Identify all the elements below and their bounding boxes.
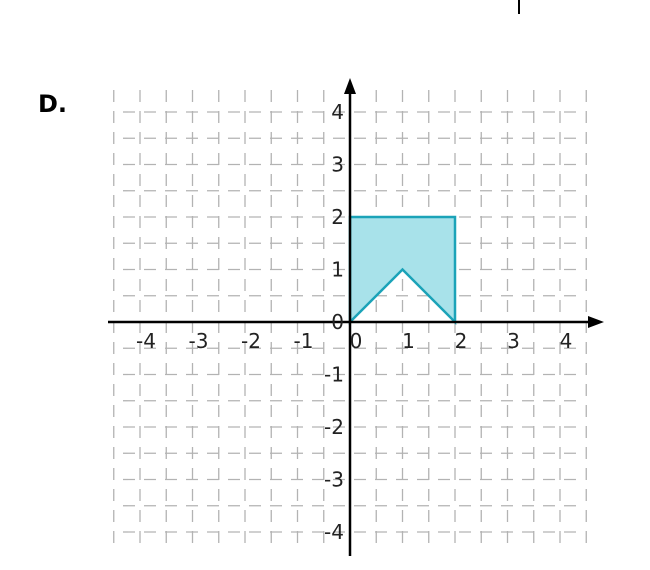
y-tick-label: -1 [324, 363, 344, 387]
y-tick-label: 1 [331, 258, 344, 282]
y-tick-label: -2 [324, 415, 344, 439]
option-label: D. [38, 90, 68, 118]
grid-lines [113, 90, 587, 548]
x-tick-label: -2 [241, 329, 261, 353]
x-tick-label: -3 [189, 329, 209, 353]
y-tick-label: 3 [331, 153, 344, 177]
x-tick-label: -1 [294, 329, 314, 353]
y-tick-label: 4 [331, 100, 344, 124]
x-tick-label: 3 [507, 329, 520, 353]
y-tick-label: -4 [324, 520, 344, 544]
y-tick-label: 2 [331, 205, 344, 229]
y-tick-label: 0 [331, 310, 344, 334]
x-axis-arrow [588, 316, 604, 328]
x-tick-label: -4 [136, 329, 156, 353]
x-tick-label: 4 [560, 329, 573, 353]
x-tick-label: 1 [402, 329, 415, 353]
x-tick-label: 0 [350, 329, 363, 353]
cropped-stroke [518, 0, 520, 14]
y-tick-label: -3 [324, 468, 344, 492]
y-axis-arrow [344, 78, 356, 94]
x-tick-label: 2 [455, 329, 468, 353]
axes [108, 78, 604, 556]
